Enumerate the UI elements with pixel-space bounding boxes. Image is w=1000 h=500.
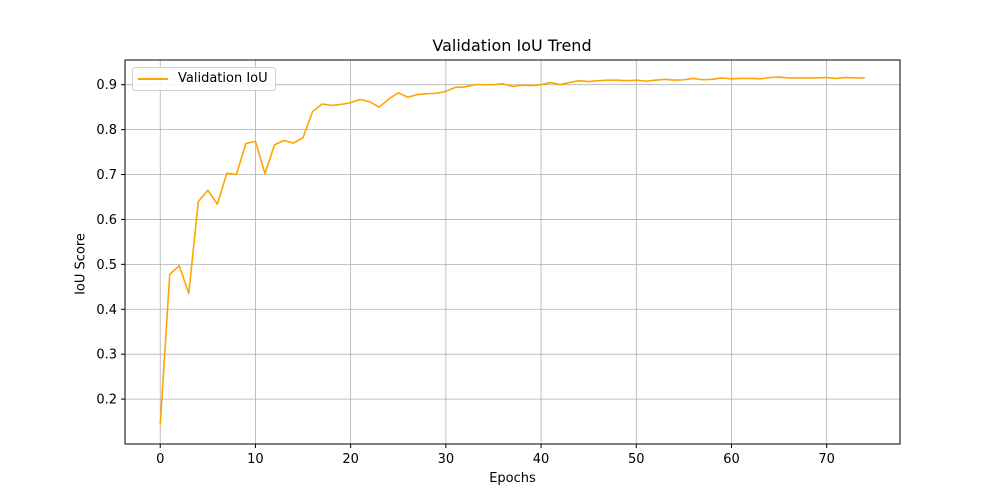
x-tick-label: 10 bbox=[247, 452, 264, 467]
legend-label: Validation IoU bbox=[178, 71, 268, 86]
legend-line-swatch bbox=[138, 77, 168, 80]
grid-lines bbox=[125, 60, 900, 444]
series-line-validation-iou bbox=[159, 76, 865, 425]
y-tick-label: 0.6 bbox=[96, 213, 117, 228]
x-tick-label: 0 bbox=[156, 452, 164, 467]
y-tick-label: 0.9 bbox=[96, 78, 117, 93]
y-axis-label: IoU Score bbox=[73, 233, 89, 295]
x-tick-label: 50 bbox=[628, 452, 645, 467]
chart-title: Validation IoU Trend bbox=[432, 36, 592, 55]
y-tick-label: 0.3 bbox=[96, 348, 117, 363]
y-tick-label: 0.7 bbox=[96, 168, 117, 183]
legend: Validation IoU bbox=[132, 67, 276, 91]
y-tick-label: 0.2 bbox=[96, 393, 117, 408]
axis-ticks: 0 10 20 30 40 50 60 70 0.2 0.3 0.4 0.5 0.6 0.7 0.8 0.9 bbox=[96, 78, 835, 467]
y-tick-label: 0.5 bbox=[96, 258, 117, 273]
y-tick-label: 0.8 bbox=[96, 123, 117, 138]
plot-frame bbox=[124, 59, 901, 445]
x-tick-label: 70 bbox=[818, 452, 835, 467]
y-tick-label: 0.4 bbox=[96, 303, 117, 318]
series-lines bbox=[159, 76, 865, 425]
x-axis-label: Epochs bbox=[489, 471, 536, 486]
x-tick-label: 60 bbox=[723, 452, 740, 467]
x-tick-label: 20 bbox=[342, 452, 359, 467]
x-tick-label: 30 bbox=[438, 452, 455, 467]
x-tick-label: 40 bbox=[533, 452, 550, 467]
